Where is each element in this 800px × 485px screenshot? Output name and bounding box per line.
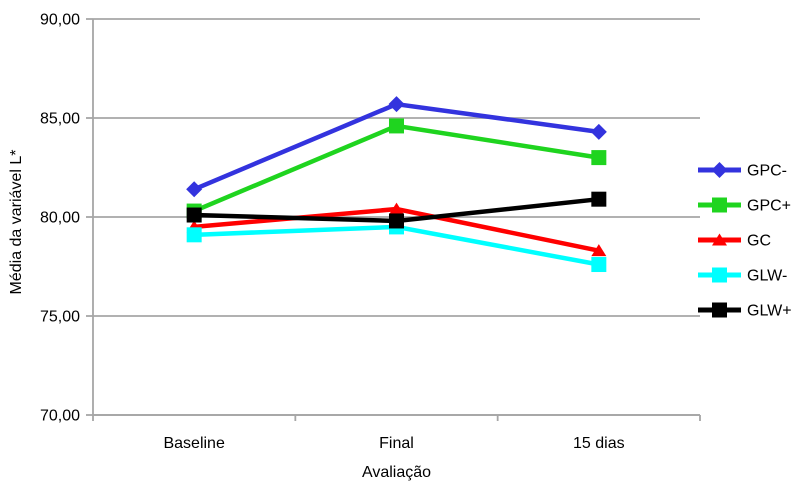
y-tick-label: 75,00 [40, 309, 80, 326]
legend-item-glw-minus: GLW- [698, 267, 787, 285]
diamond-marker [590, 123, 607, 140]
series-glw-plus [186, 191, 607, 229]
diamond-icon [711, 162, 728, 178]
square-marker [389, 118, 404, 134]
square-marker [186, 207, 202, 223]
legend-label: GPC+ [747, 198, 791, 215]
square-marker [591, 257, 607, 273]
legend-item-gpc-plus: GPC+ [698, 197, 791, 215]
triangle-marker [389, 202, 404, 215]
legend-label: GC [747, 233, 771, 250]
y-tick-label: 85,00 [40, 111, 80, 128]
square-marker [186, 227, 202, 243]
x-axis-title: Avaliação [362, 464, 431, 481]
series-line-gpc-plus [193, 123, 600, 214]
square-icon [712, 302, 727, 318]
square-icon [712, 267, 727, 283]
legend-item-gpc-minus: GPC- [698, 162, 787, 180]
legend-label: GPC- [747, 163, 787, 180]
y-axis-title: Média da variável L* [8, 150, 25, 295]
triangle-marker [591, 244, 607, 257]
legend: GPC- GPC+ GC GLW- GLW+ [698, 162, 792, 320]
square-icon [712, 197, 727, 213]
y-tick-label: 70,00 [40, 408, 80, 425]
legend-item-glw-plus: GLW+ [698, 302, 792, 320]
series-gpc-minus [186, 96, 607, 198]
square-marker [591, 191, 607, 207]
x-category-label: Final [379, 435, 414, 452]
y-tick-label: 80,00 [40, 210, 80, 227]
x-category-label: Baseline [163, 435, 224, 452]
axes [86, 18, 701, 421]
legend-item-gc: GC [698, 233, 771, 250]
legend-label: GLW- [747, 268, 787, 285]
diamond-marker [186, 181, 203, 198]
x-category-label: 15 dias [573, 435, 625, 452]
square-marker [591, 150, 607, 166]
y-tick-label: 90,00 [40, 12, 80, 29]
legend-label: GLW+ [747, 303, 792, 320]
square-marker [389, 213, 404, 229]
triangle-icon [712, 233, 727, 246]
diamond-marker [388, 96, 405, 113]
